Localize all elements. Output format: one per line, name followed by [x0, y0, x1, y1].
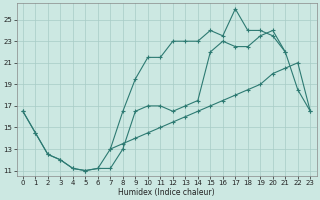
X-axis label: Humidex (Indice chaleur): Humidex (Indice chaleur)	[118, 188, 215, 197]
